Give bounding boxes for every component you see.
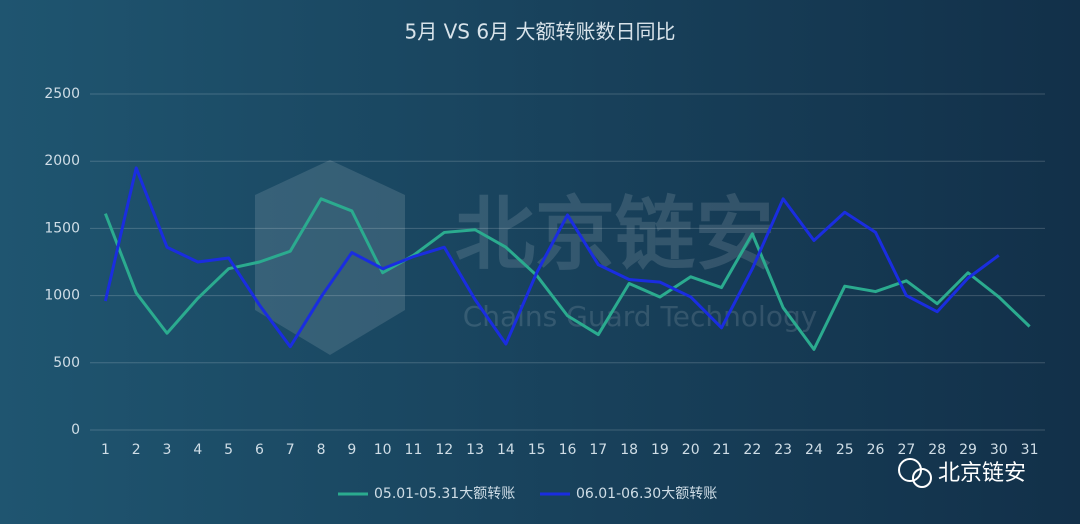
x-tick-label: 13 xyxy=(466,442,484,458)
x-tick-label: 8 xyxy=(317,442,326,458)
x-tick-label: 28 xyxy=(928,442,946,458)
y-tick-label: 1000 xyxy=(44,288,80,304)
x-tick-label: 14 xyxy=(497,442,515,458)
x-tick-label: 30 xyxy=(990,442,1008,458)
x-tick-label: 15 xyxy=(528,442,546,458)
y-tick-label: 500 xyxy=(53,355,80,371)
x-tick-label: 21 xyxy=(713,442,731,458)
x-tick-label: 4 xyxy=(193,442,202,458)
x-tick-label: 10 xyxy=(374,442,392,458)
brand-icon xyxy=(912,468,932,488)
x-tick-label: 25 xyxy=(836,442,854,458)
x-tick-label: 1 xyxy=(101,442,110,458)
legend-label: 05.01-05.31大额转账 xyxy=(374,486,515,502)
x-tick-label: 24 xyxy=(805,442,823,458)
watermark-title: 北京链安 xyxy=(455,188,775,281)
watermark: 北京链安 Chains Guard Technology xyxy=(255,160,817,355)
x-tick-label: 11 xyxy=(405,442,423,458)
x-tick-label: 7 xyxy=(286,442,295,458)
y-tick-label: 2500 xyxy=(44,86,80,102)
brand: 北京链安 xyxy=(898,458,1026,488)
x-tick-label: 22 xyxy=(743,442,761,458)
x-tick-label: 9 xyxy=(347,442,356,458)
x-tick-label: 18 xyxy=(620,442,638,458)
y-tick-label: 1500 xyxy=(44,220,80,236)
x-tick-label: 2 xyxy=(132,442,141,458)
x-tick-label: 5 xyxy=(224,442,233,458)
y-tick-label: 2000 xyxy=(44,153,80,169)
x-tick-label: 29 xyxy=(959,442,977,458)
x-tick-label: 31 xyxy=(1021,442,1039,458)
x-tick-label: 20 xyxy=(682,442,700,458)
x-tick-label: 12 xyxy=(435,442,453,458)
x-tick-label: 16 xyxy=(559,442,577,458)
x-tick-label: 27 xyxy=(897,442,915,458)
watermark-subtitle: Chains Guard Technology xyxy=(463,300,818,333)
chart-title: 5月 VS 6月 大额转账数日同比 xyxy=(405,20,676,44)
legend-label: 06.01-06.30大额转账 xyxy=(576,486,717,502)
brand-text: 北京链安 xyxy=(938,461,1026,486)
series-line xyxy=(104,197,1031,351)
series-line xyxy=(103,166,1000,349)
x-tick-label: 19 xyxy=(651,442,669,458)
x-tick-label: 6 xyxy=(255,442,264,458)
watermark-logo xyxy=(255,160,405,355)
x-tick-label: 17 xyxy=(589,442,607,458)
x-tick-label: 3 xyxy=(163,442,172,458)
x-tick-label: 23 xyxy=(774,442,792,458)
x-tick-label: 26 xyxy=(867,442,885,458)
y-tick-label: 0 xyxy=(71,422,80,438)
